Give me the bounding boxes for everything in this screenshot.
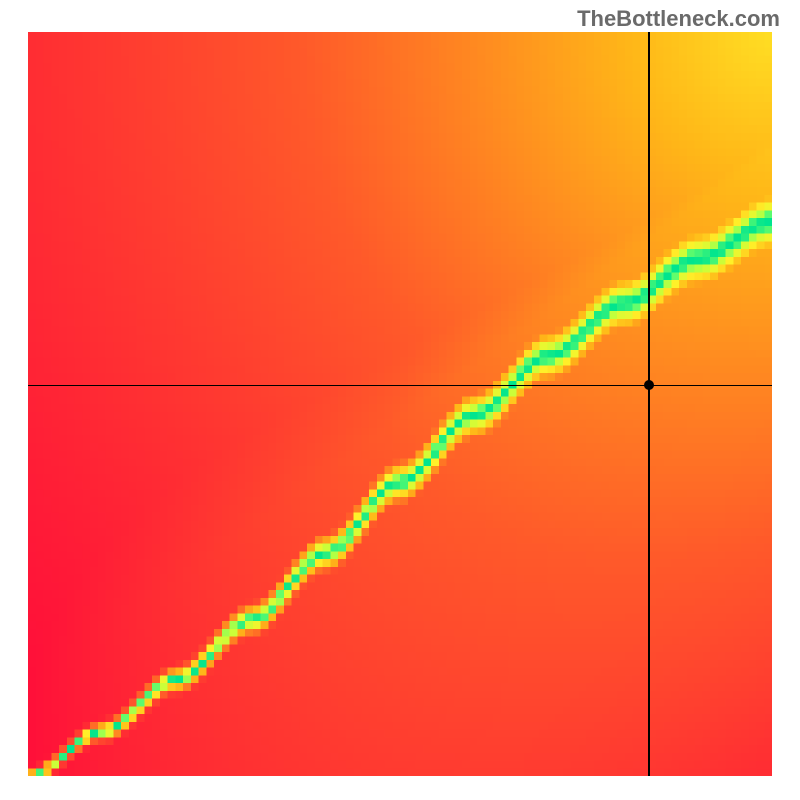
bottleneck-heatmap <box>28 32 772 776</box>
heatmap-canvas <box>28 32 772 776</box>
watermark-text: TheBottleneck.com <box>577 6 780 32</box>
